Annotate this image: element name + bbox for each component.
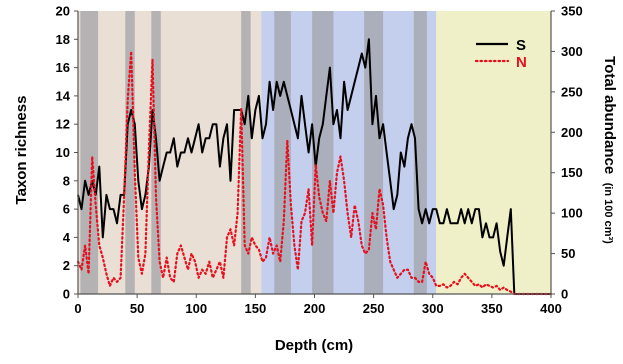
x-tick-label-3: 150 — [245, 301, 267, 316]
series-line-s — [77, 38, 551, 295]
tick-labels: 0 50 100 150 200 250 300 350 4000246810121416182… — [56, 4, 583, 317]
y-axis-left-title: Taxon richness — [13, 96, 30, 205]
x-axis-title: Depth (cm) — [275, 337, 353, 354]
legend: S N — [474, 37, 527, 71]
y-axis-right-title: Total abundance (in 100 cm³) — [601, 56, 618, 244]
y-axis-right-title-main: Total abundance — [601, 56, 618, 174]
y-right-tick-label-3: 150 — [561, 165, 583, 180]
y-left-tick-label-1: 2 — [63, 258, 70, 273]
band-4 — [274, 11, 291, 294]
x-tick-label-2: 100 — [185, 301, 207, 316]
y-left-tick-label-6: 12 — [56, 117, 70, 132]
band-3 — [241, 11, 251, 294]
legend-label-n: N — [516, 54, 527, 71]
legend-label-s: S — [516, 37, 526, 54]
y-left-tick-label-4: 8 — [63, 173, 70, 188]
x-tick-label-1: 50 — [130, 301, 144, 316]
series-line-n — [76, 50, 553, 296]
y-right-tick-label-5: 250 — [561, 84, 583, 99]
band-6 — [364, 11, 384, 294]
x-tick-label-4: 200 — [304, 301, 326, 316]
axes — [74, 10, 555, 298]
y-right-tick-label-0: 0 — [561, 287, 568, 302]
y-left-tick-label-0: 0 — [63, 287, 70, 302]
band-7 — [413, 11, 427, 294]
zone-2 — [436, 11, 551, 294]
y-right-tick-label-2: 100 — [561, 206, 583, 221]
band-0 — [80, 11, 99, 294]
x-tick-label-7: 350 — [481, 301, 503, 316]
x-tick-label-0: 0 — [74, 301, 81, 316]
y-left-tick-label-2: 4 — [63, 230, 71, 245]
x-tick-label-5: 250 — [363, 301, 385, 316]
band-2 — [151, 11, 161, 294]
y-left-tick-label-5: 10 — [56, 145, 70, 160]
y-right-tick-label-6: 300 — [561, 44, 583, 59]
y-right-tick-label-1: 50 — [561, 246, 575, 261]
y-left-tick-label-9: 18 — [56, 32, 70, 47]
y-left-tick-label-10: 20 — [56, 4, 70, 19]
y-left-tick-label-7: 14 — [56, 88, 71, 103]
band-1 — [125, 11, 135, 294]
y-right-tick-label-4: 200 — [561, 125, 583, 140]
x-tick-label-8: 400 — [540, 301, 562, 316]
y-left-tick-label-8: 16 — [56, 60, 70, 75]
series-lines — [76, 38, 553, 296]
y-left-tick-label-3: 6 — [63, 202, 70, 217]
shaded-bands — [80, 11, 427, 294]
x-tick-label-6: 300 — [422, 301, 444, 316]
y-axis-right-title-unit: (in 100 cm³) — [602, 183, 614, 244]
y-right-tick-label-7: 350 — [561, 4, 583, 19]
